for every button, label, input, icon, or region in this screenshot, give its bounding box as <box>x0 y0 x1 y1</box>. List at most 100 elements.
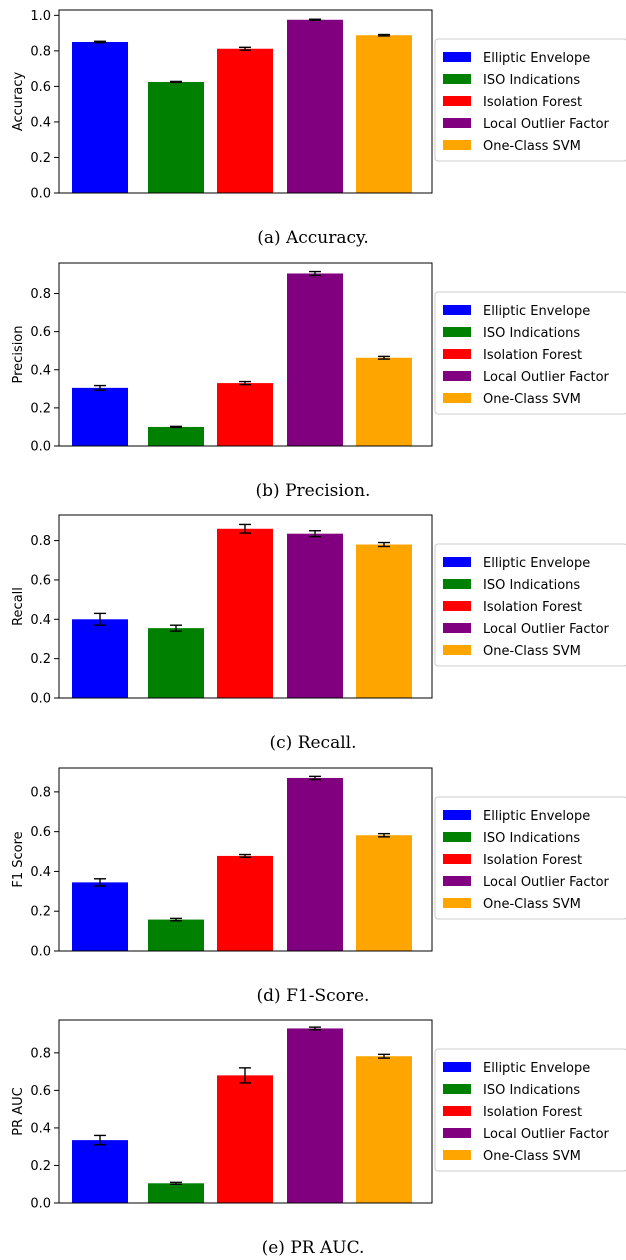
legend-swatch-5 <box>443 1150 471 1160</box>
error-bar-2 <box>170 624 182 632</box>
chart-panel-4: 0.0 0.2 0.4 0.6 0.8 F1 Score Elliptic Envelope… <box>11 767 626 1006</box>
bar-3 <box>217 528 273 698</box>
legend-swatch-4 <box>443 1128 471 1138</box>
error-bar-4 <box>309 270 321 277</box>
y-tick-label: 0.4 <box>30 115 51 130</box>
y-tick-label: 0.8 <box>30 534 51 549</box>
bar-1 <box>72 387 128 446</box>
bar-3 <box>217 48 273 193</box>
legend-swatch-3 <box>443 601 471 611</box>
legend-swatch-5 <box>443 898 471 908</box>
error-bar-3 <box>239 853 251 859</box>
error-bar-3 <box>239 380 251 386</box>
error-bar-5 <box>378 355 390 360</box>
legend-swatch-5 <box>443 393 471 403</box>
y-tick-label: 0.4 <box>30 363 51 378</box>
bar-5 <box>356 1056 412 1203</box>
legend-swatch-1 <box>443 1062 471 1072</box>
legend-label-2: ISO Indications <box>483 831 580 846</box>
panel-caption: (a) Accuracy. <box>257 228 369 248</box>
legend: Elliptic Envelope ISO Indications Isolatio… <box>434 1048 626 1172</box>
error-bar-2 <box>170 1181 182 1185</box>
legend-label-3: Isolation Forest <box>483 853 582 868</box>
error-bar-2 <box>170 80 182 84</box>
bar-5 <box>356 544 412 698</box>
legend-swatch-4 <box>443 876 471 886</box>
legend-label-4: Local Outlier Factor <box>483 117 610 132</box>
error-bar-2 <box>170 917 182 922</box>
error-bar-5 <box>378 1053 390 1059</box>
legend-label-4: Local Outlier Factor <box>483 622 610 637</box>
legend-swatch-5 <box>443 645 471 655</box>
legend-label-2: ISO Indications <box>483 1083 580 1098</box>
legend-label-1: Elliptic Envelope <box>483 809 590 824</box>
bar-2 <box>148 426 204 446</box>
y-axis-label: F1 Score <box>11 831 26 887</box>
error-bar-1 <box>94 384 106 391</box>
plot-frame <box>58 9 433 194</box>
legend: Elliptic Envelope ISO Indications Isolatio… <box>434 543 626 667</box>
legend-label-4: Local Outlier Factor <box>483 370 610 385</box>
bar-3 <box>217 383 273 446</box>
legend-swatch-2 <box>443 327 471 337</box>
bar-2 <box>148 1183 204 1203</box>
panel-caption: (b) Precision. <box>256 481 371 501</box>
y-tick-label: 0.6 <box>30 80 51 95</box>
y-tick-label: 0.8 <box>30 785 51 800</box>
legend-swatch-3 <box>443 1106 471 1116</box>
y-tick-label: 0.0 <box>30 1197 51 1212</box>
y-tick-label: 0.0 <box>30 440 51 455</box>
bar-2 <box>148 81 204 193</box>
legend-swatch-2 <box>443 579 471 589</box>
legend-swatch-3 <box>443 96 471 106</box>
y-tick-label: 0.6 <box>30 325 51 340</box>
y-tick-label: 1.0 <box>30 9 51 24</box>
bar-4 <box>287 273 343 446</box>
legend-swatch-2 <box>443 832 471 842</box>
legend-label-3: Isolation Forest <box>483 95 582 110</box>
y-tick-label: 0.8 <box>30 287 51 302</box>
legend-box <box>434 796 626 920</box>
y-tick-label: 0.6 <box>30 573 51 588</box>
legend-box <box>434 38 626 162</box>
legend-swatch-4 <box>443 118 471 128</box>
legend-swatch-4 <box>443 371 471 381</box>
legend-box <box>434 543 626 667</box>
legend: Elliptic Envelope ISO Indications Isolatio… <box>434 38 626 162</box>
error-bar-5 <box>378 832 390 838</box>
y-tick-label: 0.2 <box>30 652 51 667</box>
error-bar-1 <box>94 1134 106 1146</box>
legend-label-5: One-Class SVM <box>483 392 581 407</box>
legend: Elliptic Envelope ISO Indications Isolatio… <box>434 796 626 920</box>
legend-label-2: ISO Indications <box>483 326 580 341</box>
y-tick-label: 0.0 <box>30 692 51 707</box>
legend-label-5: One-Class SVM <box>483 644 581 659</box>
panel-caption: (d) F1-Score. <box>257 986 370 1006</box>
bar-3 <box>217 855 273 951</box>
error-bar-4 <box>309 1026 321 1031</box>
legend-swatch-5 <box>443 140 471 150</box>
y-axis-label: PR AUC <box>11 1087 26 1136</box>
legend-label-5: One-Class SVM <box>483 1149 581 1164</box>
legend-label-4: Local Outlier Factor <box>483 875 610 890</box>
y-tick-label: 0.4 <box>30 865 51 880</box>
chart-panel-2: 0.0 0.2 0.4 0.6 0.8 Precision Elliptic Envelop… <box>11 262 626 501</box>
error-bar-1 <box>94 878 106 887</box>
error-bar-4 <box>309 18 321 22</box>
bar-2 <box>148 919 204 951</box>
bar-4 <box>287 533 343 698</box>
legend-box <box>434 1048 626 1172</box>
bar-2 <box>148 628 204 698</box>
y-tick-label: 0.4 <box>30 1121 51 1136</box>
chart-panel-5: 0.0 0.2 0.4 0.6 0.8 PR AUC Elliptic Envelope IS… <box>11 1019 626 1258</box>
legend-label-3: Isolation Forest <box>483 600 582 615</box>
legend-swatch-2 <box>443 74 471 84</box>
y-tick-label: 0.2 <box>30 1159 51 1174</box>
legend-swatch-4 <box>443 623 471 633</box>
y-tick-label: 0.2 <box>30 905 51 920</box>
legend-label-4: Local Outlier Factor <box>483 1127 610 1142</box>
bar-1 <box>72 619 128 698</box>
legend-label-3: Isolation Forest <box>483 348 582 363</box>
plot-frame <box>58 262 433 447</box>
